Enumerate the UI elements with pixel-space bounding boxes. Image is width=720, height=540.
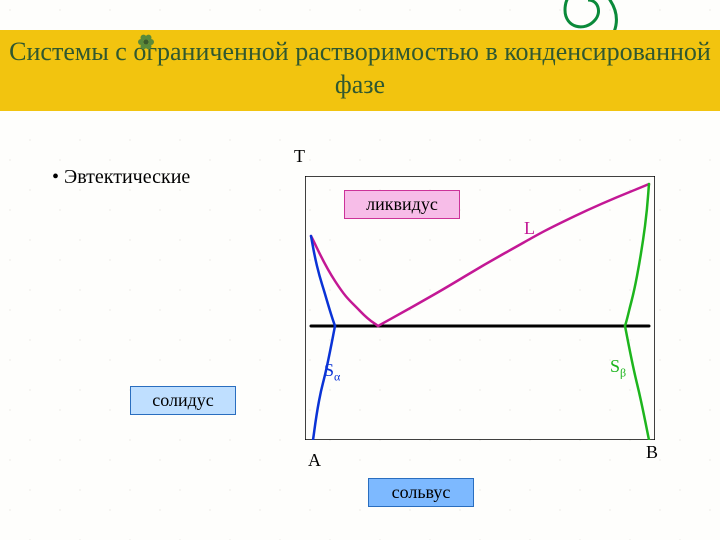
liquidus-label: ликвидус <box>344 190 460 219</box>
bullet-item: • Эвтектические <box>52 166 190 189</box>
solidus-label: солидус <box>130 386 236 415</box>
liquidus-label-text: ликвидус <box>366 194 438 214</box>
axis-label-T: T <box>294 146 305 167</box>
region-label-L: L <box>524 218 535 239</box>
region-label-Sbeta: Sβ <box>610 356 626 381</box>
solvus-label: сольвус <box>368 478 474 507</box>
axis-label-B: B <box>646 442 658 463</box>
title-band: Системы с ограниченной растворимостью в … <box>0 30 720 111</box>
region-label-Salpha: Sα <box>324 360 340 385</box>
flower-icon <box>136 32 156 52</box>
title-text: Системы с ограниченной растворимостью в … <box>9 37 711 99</box>
solvus-label-text: сольвус <box>392 482 451 502</box>
bullet-text: Эвтектические <box>64 166 190 188</box>
solidus-label-text: солидус <box>152 390 214 410</box>
axis-label-A: A <box>308 450 321 471</box>
bullet-marker: • <box>52 166 59 188</box>
